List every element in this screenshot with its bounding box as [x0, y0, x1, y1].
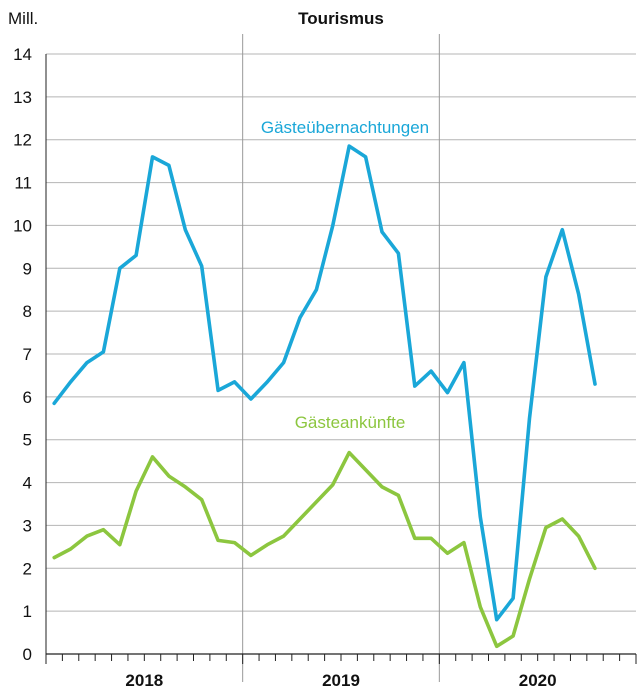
year-dividers — [242, 34, 440, 682]
y-tick-label-6: 6 — [23, 388, 32, 407]
series-label-gaesteankuenfte: Gästeankünfte — [295, 413, 406, 432]
series-line-0 — [52, 144, 597, 622]
year-label-2019: 2019 — [322, 671, 360, 690]
y-tick-label-11: 11 — [14, 174, 32, 193]
y-tick-label-3: 3 — [23, 516, 32, 535]
y-tick-label-9: 9 — [23, 259, 32, 278]
y-tick-label-8: 8 — [23, 302, 32, 321]
y-tick-label-14: 14 — [13, 45, 32, 64]
y-tick-label-1: 1 — [23, 602, 32, 621]
y-axis-unit-label: Mill. — [8, 9, 38, 28]
chart-title: Tourismus — [298, 9, 384, 28]
y-tick-label-5: 5 — [23, 431, 32, 450]
series-lines — [52, 144, 597, 649]
y-tick-label-0: 0 — [23, 645, 32, 664]
year-label-2018: 2018 — [125, 671, 163, 690]
series-label-gaesteuebernachtungen: Gästeübernachtungen — [261, 118, 429, 137]
grid-lines — [45, 53, 636, 654]
y-tick-label-7: 7 — [23, 345, 32, 364]
y-tick-label-2: 2 — [23, 559, 32, 578]
year-label-2020: 2020 — [519, 671, 557, 690]
y-tick-label-12: 12 — [13, 131, 32, 150]
series-line-1 — [52, 450, 597, 649]
x-axis: 2018 2019 2020 — [45, 653, 637, 690]
y-tick-label-10: 10 — [13, 216, 32, 235]
y-tick-label-13: 13 — [13, 88, 32, 107]
y-tick-label-4: 4 — [23, 474, 32, 493]
